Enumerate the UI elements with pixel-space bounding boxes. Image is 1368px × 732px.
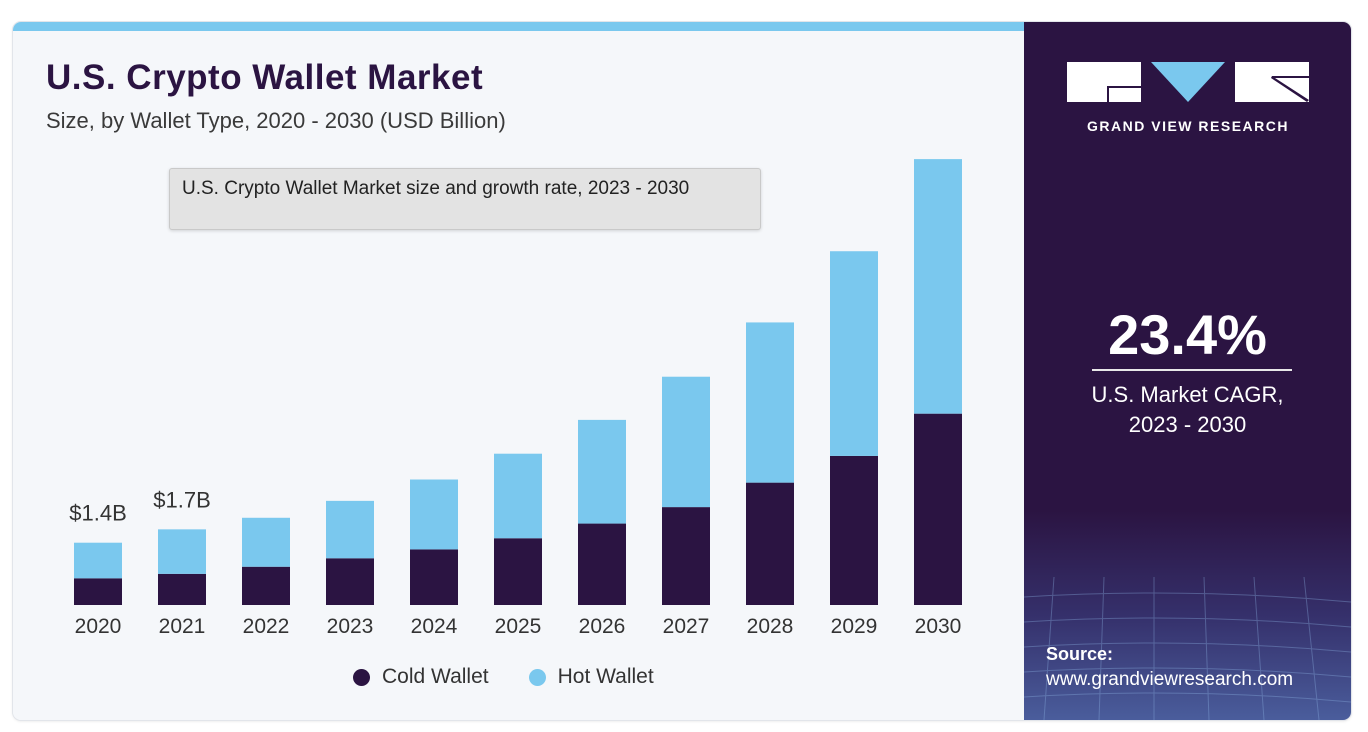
source-link[interactable]: www.grandviewresearch.com	[1046, 669, 1294, 690]
bar-hot-wallet-2028	[746, 322, 794, 483]
bar-cold-wallet-2030	[914, 413, 962, 605]
chart-panel: U.S. Crypto Wallet Market Size, by Walle…	[13, 22, 1024, 720]
x-tick-label: 2027	[663, 615, 710, 638]
bar-hot-wallet-2026	[578, 419, 626, 524]
x-tick-label: 2021	[159, 615, 206, 638]
chart-card: U.S. Crypto Wallet Market Size, by Walle…	[13, 22, 1351, 720]
legend-label-cold-wallet: Cold Wallet	[382, 665, 489, 688]
data-label-2020: $1.4B	[69, 501, 127, 526]
legend-swatch-hot-wallet	[528, 668, 546, 686]
legend-item-cold-wallet: Cold Wallet	[353, 665, 489, 689]
x-tick-label: 2023	[327, 615, 374, 638]
bar-cold-wallet-2027	[662, 507, 710, 605]
bar-hot-wallet-2022	[242, 517, 290, 567]
cagr-label-line2: 2023 - 2030	[1128, 412, 1247, 437]
x-tick-label: 2025	[495, 615, 542, 638]
info-sidebar: GRAND VIEW RESEARCH 23.4% U.S. Market CA…	[1024, 22, 1351, 720]
bar-hot-wallet-2029	[830, 251, 878, 456]
x-tick-label: 2022	[243, 615, 290, 638]
bar-hot-wallet-2021	[158, 529, 206, 574]
x-tick-label: 2024	[411, 615, 458, 638]
legend-item-hot-wallet: Hot Wallet	[528, 665, 654, 689]
grid-decoration	[1024, 577, 1351, 720]
legend-swatch-cold-wallet	[353, 668, 370, 686]
legend-label-hot-wallet: Hot Wallet	[557, 665, 654, 688]
bar-cold-wallet-2024	[410, 549, 458, 605]
brand-name: GRAND VIEW RESEARCH	[1087, 118, 1289, 134]
x-tick-label: 2030	[915, 615, 962, 638]
x-tick-label: 2020	[75, 615, 122, 638]
bar-cold-wallet-2021	[158, 573, 206, 605]
bar-cold-wallet-2025	[494, 538, 542, 605]
chart-subtitle: Size, by Wallet Type, 2020 - 2030 (USD B…	[46, 108, 506, 133]
bar-cold-wallet-2020	[74, 578, 122, 605]
x-tick-label: 2028	[747, 615, 794, 638]
x-tick-label: 2026	[579, 615, 626, 638]
bar-hot-wallet-2025	[494, 453, 542, 539]
cagr-label-line1: U.S. Market CAGR,	[1091, 382, 1284, 407]
bar-hot-wallet-2023	[326, 500, 374, 559]
data-label-2021: $1.7B	[153, 487, 211, 512]
source-label: Source:	[1046, 644, 1114, 664]
cagr-label: U.S. Market CAGR, 2023 - 2030	[1024, 380, 1351, 440]
bar-cold-wallet-2026	[578, 523, 626, 605]
bar-hot-wallet-2020	[74, 542, 122, 579]
chart-legend: Cold Wallet Hot Wallet	[353, 665, 694, 689]
cagr-value: 23.4%	[1108, 303, 1267, 366]
chart-title: U.S. Crypto Wallet Market	[46, 58, 484, 97]
cagr-divider	[1092, 369, 1292, 371]
chart-tooltip: U.S. Crypto Wallet Market size and growt…	[169, 168, 761, 230]
grand-view-research-logo	[1067, 62, 1309, 102]
bar-hot-wallet-2030	[914, 159, 962, 414]
bar-chart: 2020 2021 2022 2023 2024 2025 2026 2027 2028 2029…	[69, 159, 962, 638]
bar-hot-wallet-2027	[662, 376, 710, 508]
bar-cold-wallet-2029	[830, 455, 878, 605]
bar-cold-wallet-2023	[326, 558, 374, 605]
bar-cold-wallet-2022	[242, 566, 290, 605]
accent-bar	[13, 22, 1024, 31]
bar-cold-wallet-2028	[746, 482, 794, 605]
x-tick-label: 2029	[831, 615, 878, 638]
bar-hot-wallet-2024	[410, 479, 458, 550]
